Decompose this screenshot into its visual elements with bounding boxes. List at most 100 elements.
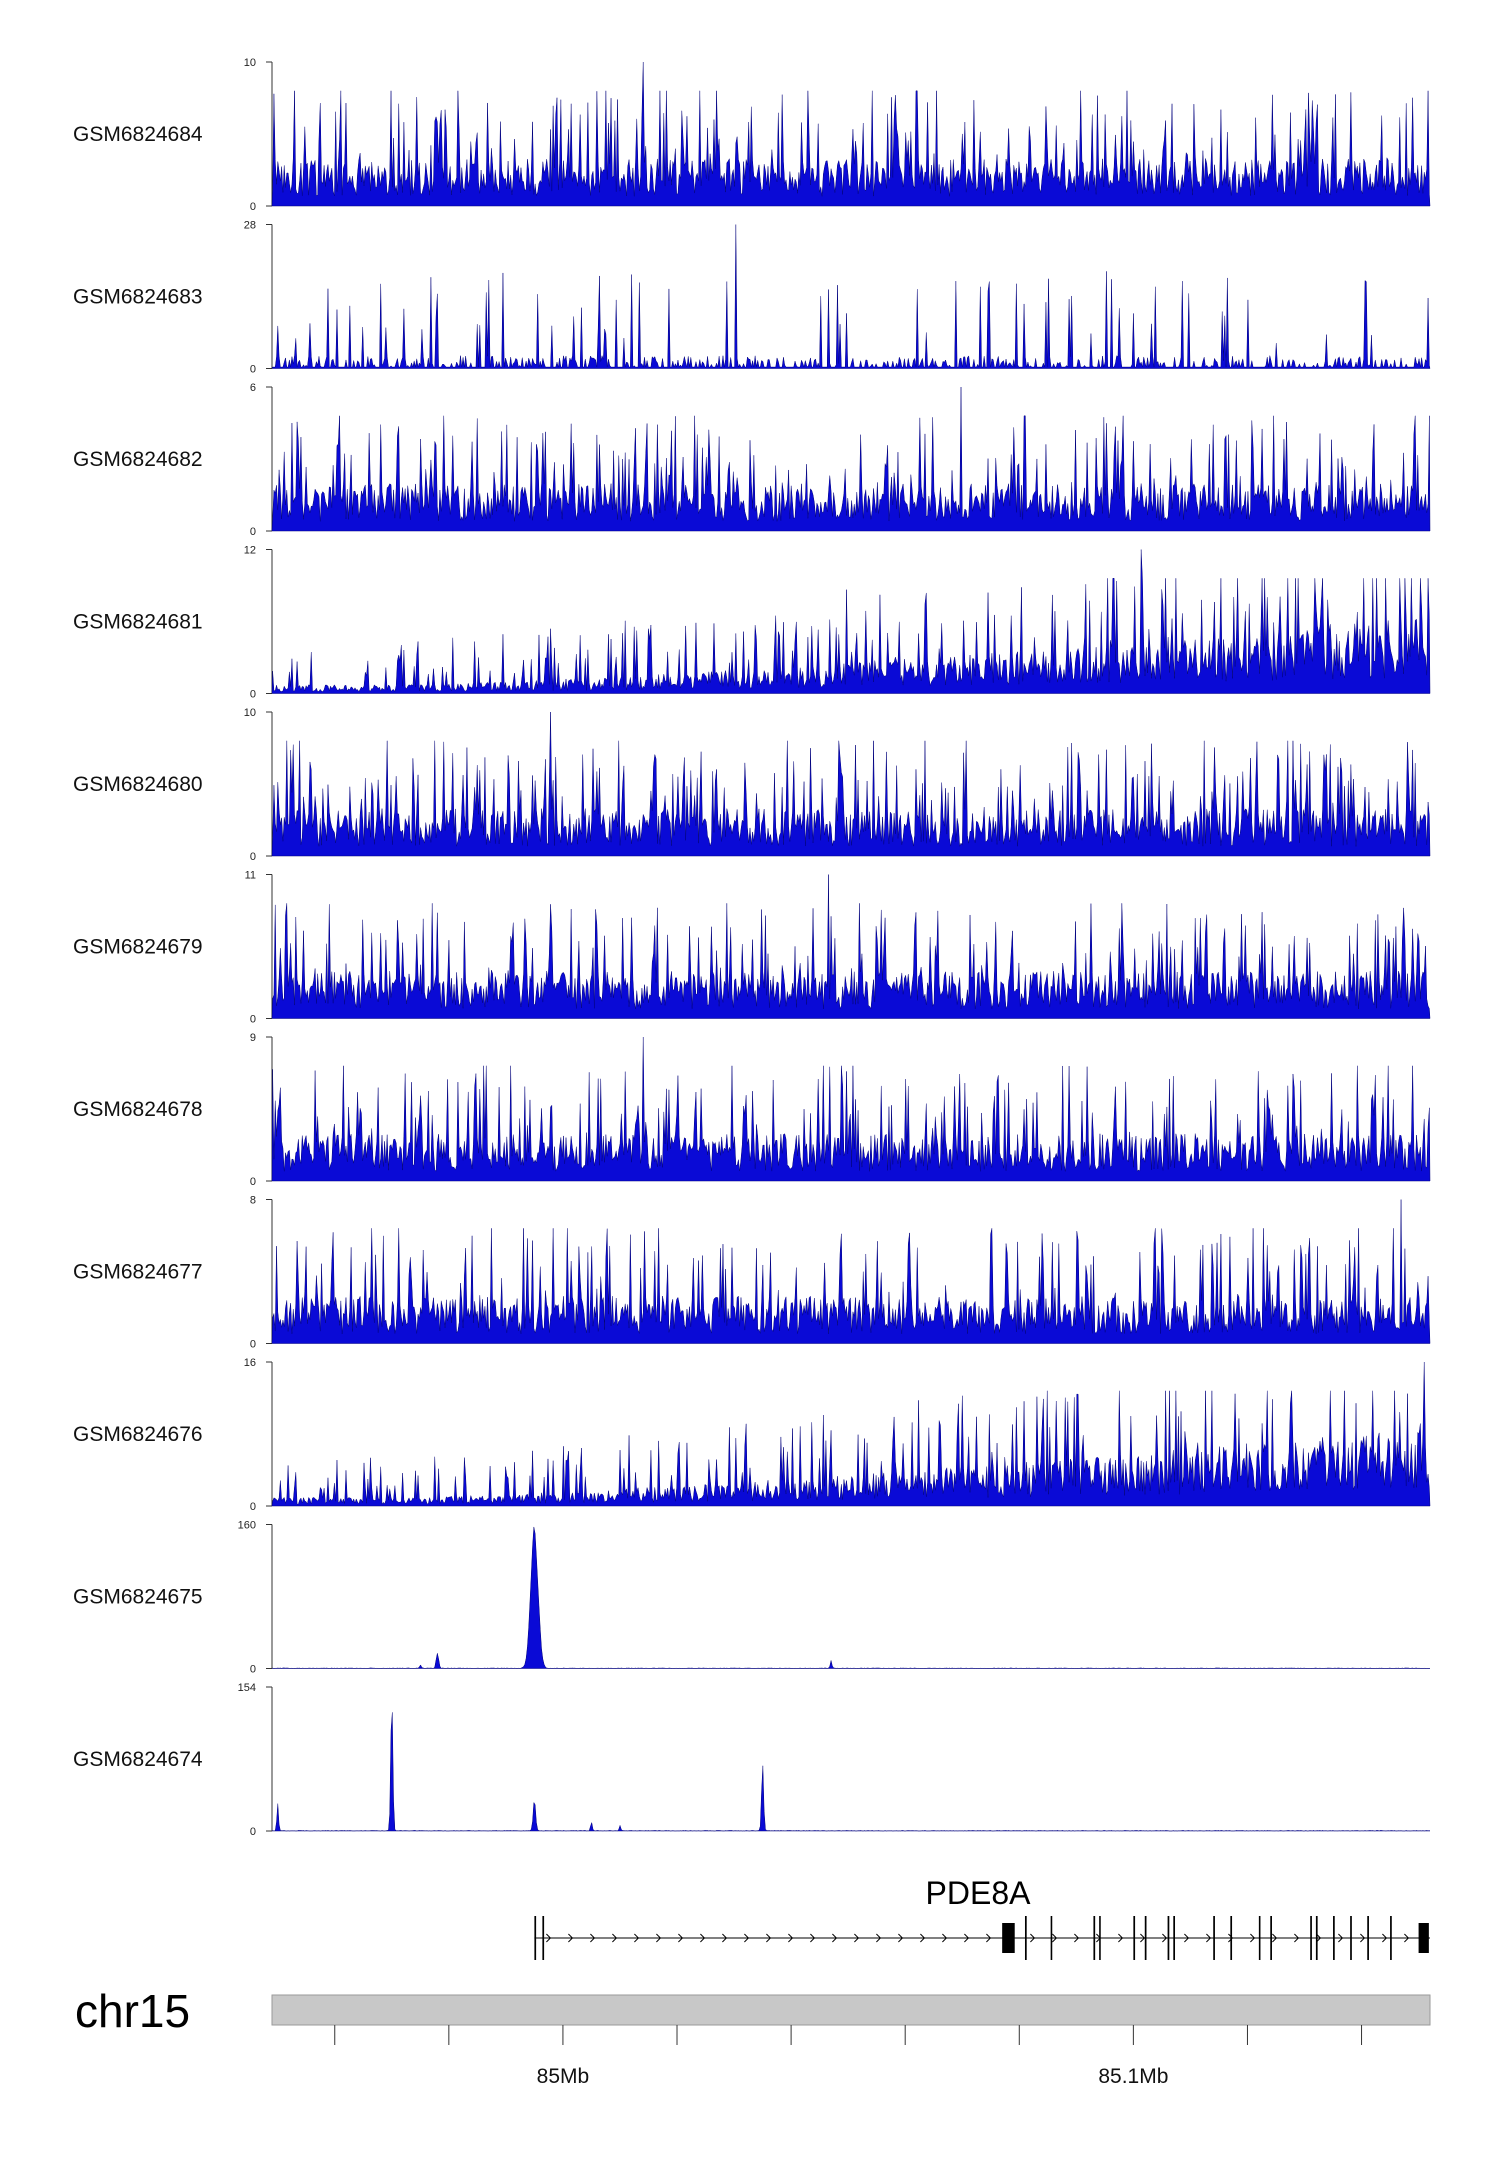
strand-arrow <box>656 1933 662 1943</box>
y-tick-label-max: 16 <box>244 1357 256 1369</box>
signal-area <box>271 549 1431 694</box>
track-GSM6824682: GSM6824682 6 0 <box>73 382 1431 538</box>
strand-arrow <box>722 1933 728 1943</box>
strand-arrow <box>612 1933 618 1943</box>
signal-area <box>271 874 1431 1019</box>
x-tick-label: 85.1Mb <box>1098 2065 1168 2088</box>
track-label: GSM6824677 <box>73 1261 203 1284</box>
strand-arrow <box>1294 1933 1300 1943</box>
signal-area <box>271 1526 1431 1669</box>
strand-arrow <box>1184 1933 1190 1943</box>
exon <box>1258 1916 1261 1960</box>
exon <box>1213 1916 1215 1960</box>
y-tick-label-min: 0 <box>250 364 256 376</box>
signal-area <box>271 1712 1431 1832</box>
track-GSM6824679: GSM6824679 11 0 <box>73 870 1431 1026</box>
track-label: GSM6824674 <box>73 1748 203 1771</box>
y-tick-label-min: 0 <box>250 689 256 701</box>
strand-arrow <box>1272 1933 1278 1943</box>
y-tick-label-min: 0 <box>250 1826 256 1838</box>
y-tick-label-max: 10 <box>244 57 256 69</box>
exon <box>1099 1916 1101 1960</box>
track-label: GSM6824681 <box>73 611 203 634</box>
exon <box>1418 1923 1429 1953</box>
signal-area <box>271 386 1431 532</box>
track-label: GSM6824676 <box>73 1423 203 1446</box>
signal-area <box>271 224 1431 369</box>
gene-model <box>534 1916 1430 1960</box>
exon <box>1310 1916 1312 1960</box>
y-tick-label-min: 0 <box>250 1501 256 1513</box>
strand-arrow <box>590 1933 596 1943</box>
signal-area <box>271 711 1431 857</box>
track-label: GSM6824680 <box>73 773 203 796</box>
strand-arrow <box>832 1933 838 1943</box>
strand-arrow <box>1140 1933 1146 1943</box>
strand-arrow <box>1074 1933 1080 1943</box>
y-tick-label-max: 9 <box>250 1032 256 1044</box>
track-label: GSM6824684 <box>73 123 203 146</box>
exon <box>1173 1916 1176 1960</box>
exon <box>1093 1916 1096 1960</box>
gene-track: PDE8A <box>534 1875 1430 1960</box>
strand-arrow <box>942 1933 948 1943</box>
strand-arrow <box>568 1933 574 1943</box>
exon <box>1270 1916 1272 1960</box>
signal-area <box>271 1199 1431 1344</box>
signal-area <box>271 1361 1431 1507</box>
exon <box>1024 1916 1027 1960</box>
y-tick-label-max: 6 <box>250 382 256 394</box>
exon <box>1167 1916 1170 1960</box>
strand-arrow <box>1228 1933 1234 1943</box>
track-GSM6824684: GSM6824684 10 0 <box>73 57 1431 213</box>
y-tick-label-max: 11 <box>245 870 256 882</box>
exon <box>1133 1916 1136 1960</box>
strand-arrow <box>1118 1933 1124 1943</box>
strand-arrow <box>700 1933 706 1943</box>
y-tick-label-max: 160 <box>238 1520 256 1532</box>
chromosome-bar <box>271 1994 1431 2026</box>
track-GSM6824675: GSM6824675 160 0 <box>73 1520 1431 1676</box>
x-tick-label: 85Mb <box>537 2065 590 2088</box>
strand-arrow <box>744 1933 750 1943</box>
y-tick-label-min: 0 <box>250 851 256 863</box>
track-label: GSM6824683 <box>73 286 203 309</box>
strand-arrow <box>634 1933 640 1943</box>
strand-arrow <box>1404 1933 1410 1943</box>
strand-arrow <box>1316 1933 1322 1943</box>
strand-arrow <box>1162 1933 1168 1943</box>
y-tick-label-min: 0 <box>250 1014 256 1026</box>
strand-arrow <box>1206 1933 1212 1943</box>
strand-arrow <box>876 1933 882 1943</box>
y-tick-label-min: 0 <box>250 1339 256 1351</box>
strand-arrow <box>1030 1933 1036 1943</box>
exon <box>1315 1916 1318 1960</box>
y-tick-label-max: 8 <box>250 1195 256 1207</box>
exon <box>1350 1916 1352 1960</box>
track-label: GSM6824675 <box>73 1586 203 1609</box>
track-GSM6824680: GSM6824680 10 0 <box>73 707 1431 863</box>
strand-arrow <box>898 1933 904 1943</box>
strand-arrow <box>788 1933 794 1943</box>
exon <box>542 1916 545 1960</box>
strand-arrow <box>678 1933 684 1943</box>
signal-tracks: GSM6824684100GSM6824683280GSM682468260GS… <box>73 57 1431 1838</box>
strand-arrow <box>1382 1933 1388 1943</box>
gene-name-label: PDE8A <box>926 1875 1032 1911</box>
strand-arrow <box>546 1933 552 1943</box>
strand-arrow <box>920 1933 926 1943</box>
strand-arrow <box>1360 1933 1366 1943</box>
exon <box>1230 1916 1233 1960</box>
track-GSM6824674: GSM6824674 154 0 <box>73 1682 1431 1838</box>
track-label: GSM6824679 <box>73 936 203 959</box>
y-tick-label-max: 28 <box>244 220 256 232</box>
y-tick-label-min: 0 <box>250 1664 256 1676</box>
strand-arrow <box>1250 1933 1256 1943</box>
strand-arrow <box>766 1933 772 1943</box>
strand-arrow <box>1052 1933 1058 1943</box>
exon <box>1390 1916 1392 1960</box>
y-tick-label-min: 0 <box>250 526 256 538</box>
exon <box>1333 1916 1335 1960</box>
exon <box>1367 1916 1369 1960</box>
track-GSM6824681: GSM6824681 12 0 <box>73 545 1431 701</box>
